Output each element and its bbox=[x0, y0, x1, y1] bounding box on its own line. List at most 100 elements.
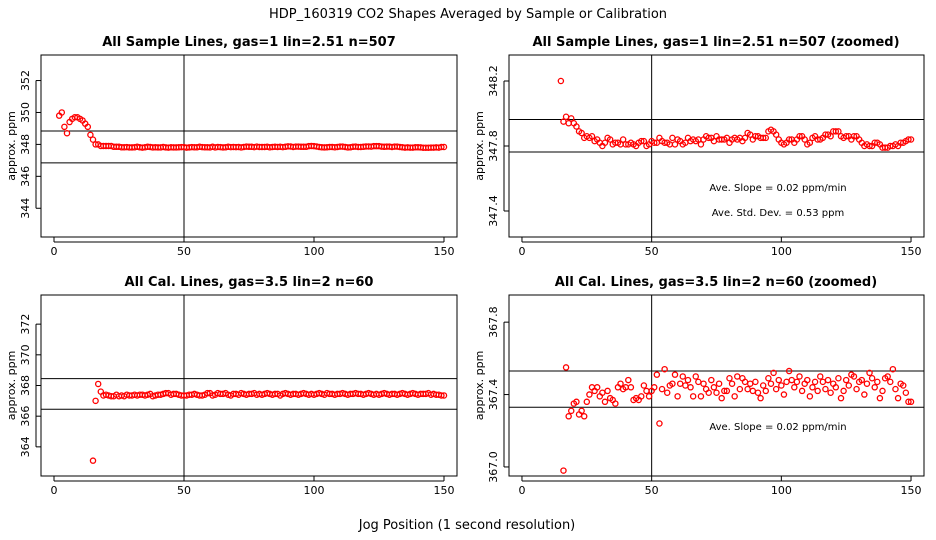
data-point bbox=[710, 384, 718, 391]
panel-cal-lines-zoomed: All Cal. Lines, gas=3.5 lin=2 n=60 (zoom… bbox=[473, 275, 925, 497]
y-tick-label: 344 bbox=[19, 198, 32, 219]
y-tick-label: 348.2 bbox=[487, 65, 500, 97]
data-point bbox=[868, 375, 876, 382]
data-point bbox=[798, 387, 806, 395]
y-tick-label: 348 bbox=[19, 134, 32, 155]
x-tick-label: 150 bbox=[434, 245, 455, 258]
data-point bbox=[723, 387, 731, 395]
data-point bbox=[741, 134, 749, 142]
data-point bbox=[671, 371, 679, 378]
data-point bbox=[744, 385, 751, 393]
data-point bbox=[824, 376, 832, 384]
data-point bbox=[884, 373, 891, 380]
data-point bbox=[905, 136, 912, 143]
data-point bbox=[731, 393, 738, 400]
data-point bbox=[87, 131, 94, 139]
y-tick-label: 346 bbox=[19, 166, 32, 187]
x-tick-label: 0 bbox=[518, 484, 525, 497]
data-point bbox=[715, 380, 723, 387]
slope-annotation: Ave. Slope = 0.02 ppm/min bbox=[709, 422, 846, 433]
data-point bbox=[651, 139, 658, 146]
data-point bbox=[617, 380, 624, 387]
data-point bbox=[638, 137, 645, 145]
x-tick-label: 50 bbox=[645, 484, 659, 497]
data-point bbox=[811, 378, 819, 386]
data-point bbox=[907, 398, 915, 406]
data-point bbox=[876, 394, 884, 402]
x-tick-label: 0 bbox=[518, 245, 525, 258]
data-point bbox=[656, 420, 663, 427]
data-point bbox=[827, 132, 834, 140]
std-dev-annotation: Ave. Std. Dev. = 0.53 ppm bbox=[712, 208, 844, 219]
data-point bbox=[687, 384, 694, 391]
plot-frame bbox=[40, 294, 458, 477]
data-point bbox=[866, 142, 873, 150]
data-point bbox=[796, 373, 803, 380]
data-point bbox=[780, 391, 788, 398]
data-point bbox=[783, 378, 790, 386]
y-axis-label: approx. ppm bbox=[5, 111, 18, 181]
data-point bbox=[785, 367, 793, 375]
data-point bbox=[573, 398, 580, 406]
x-tick-label: 50 bbox=[645, 245, 659, 258]
data-point bbox=[757, 394, 764, 402]
data-point bbox=[817, 373, 824, 380]
data-point bbox=[89, 457, 97, 464]
data-point bbox=[837, 394, 845, 402]
data-point bbox=[858, 376, 866, 384]
data-point bbox=[894, 394, 902, 402]
data-point bbox=[819, 378, 827, 386]
data-point bbox=[902, 389, 910, 396]
data-point bbox=[759, 134, 767, 142]
y-axis-label: approx. ppm bbox=[473, 111, 486, 181]
data-point bbox=[578, 129, 585, 137]
data-point bbox=[604, 387, 611, 395]
data-point bbox=[861, 391, 868, 398]
plot-frame bbox=[40, 54, 458, 238]
y-tick-label: 364 bbox=[19, 436, 32, 457]
y-tick-label: 350 bbox=[19, 102, 32, 123]
x-tick-label: 100 bbox=[771, 484, 792, 497]
plot-frame bbox=[508, 294, 925, 477]
data-point bbox=[814, 387, 821, 395]
data-point bbox=[778, 382, 785, 389]
data-point bbox=[601, 139, 609, 146]
x-axis-label: Jog Position (1 second resolution) bbox=[358, 518, 576, 533]
data-point bbox=[674, 393, 681, 400]
data-point bbox=[736, 385, 744, 393]
x-tick-label: 100 bbox=[304, 484, 325, 497]
panel-sample-lines-zoomed: All Sample Lines, gas=1 lin=2.51 n=507 (… bbox=[473, 35, 925, 258]
data-point bbox=[842, 376, 850, 384]
data-point bbox=[822, 385, 829, 393]
data-point bbox=[63, 129, 71, 137]
data-point bbox=[661, 365, 668, 373]
y-tick-label: 370 bbox=[19, 344, 32, 365]
data-point bbox=[638, 393, 645, 400]
data-point bbox=[788, 376, 795, 384]
panel-title: All Sample Lines, gas=1 lin=2.51 n=507 (… bbox=[532, 35, 899, 50]
y-tick-label: 372 bbox=[19, 314, 32, 335]
data-point bbox=[651, 384, 658, 391]
data-point bbox=[762, 387, 770, 395]
data-point bbox=[612, 400, 619, 407]
x-tick-label: 100 bbox=[771, 245, 792, 258]
x-tick-label: 150 bbox=[434, 484, 455, 497]
data-point bbox=[772, 385, 780, 393]
x-tick-label: 50 bbox=[177, 484, 191, 497]
data-point bbox=[785, 136, 793, 143]
data-point bbox=[718, 394, 725, 402]
y-tick-label: 367.8 bbox=[487, 306, 500, 338]
data-point bbox=[713, 389, 720, 396]
data-point bbox=[562, 364, 570, 371]
data-point bbox=[679, 373, 687, 380]
data-point bbox=[658, 385, 666, 393]
data-point bbox=[588, 132, 596, 140]
data-point bbox=[772, 131, 780, 138]
data-point bbox=[640, 382, 648, 389]
data-point bbox=[759, 382, 767, 389]
data-point bbox=[697, 141, 705, 148]
data-point bbox=[94, 380, 102, 388]
data-point bbox=[557, 77, 565, 85]
data-point bbox=[204, 389, 211, 397]
data-point bbox=[892, 385, 899, 393]
